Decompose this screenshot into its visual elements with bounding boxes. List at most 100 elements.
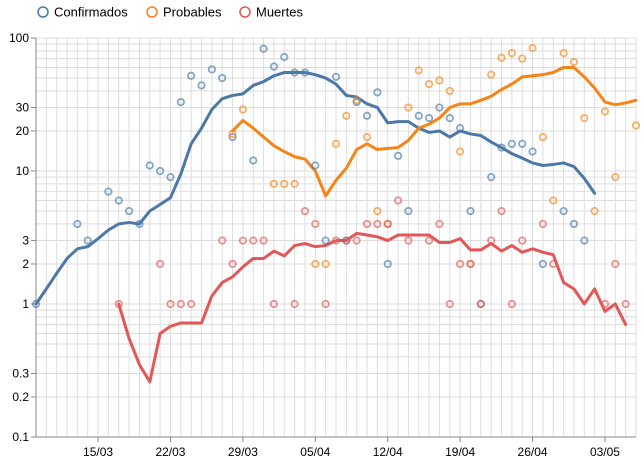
- data-point-confirmados: [125, 206, 134, 216]
- y-tick-label: 100: [9, 31, 29, 45]
- series-lines: [34, 66, 638, 384]
- data-point-confirmados: [559, 206, 568, 216]
- data-point-probables: [238, 105, 247, 114]
- data-point-probables: [487, 70, 496, 79]
- data-point-probables: [528, 43, 537, 53]
- legend-symbol-probables: [146, 6, 158, 18]
- axes: 0.1 0.2 0.3 1 2 3 10 20 30 100 15/03 22/03 29/03 05/0…: [9, 31, 636, 459]
- x-tick-label: 26/04: [518, 445, 548, 459]
- data-point-confirmados: [424, 113, 434, 123]
- data-point-muertes: [600, 299, 610, 309]
- data-point-confirmados: [435, 103, 444, 112]
- data-point-muertes: [445, 299, 454, 309]
- data-point-muertes: [611, 259, 620, 269]
- data-point-probables: [228, 129, 237, 139]
- data-point-probables: [331, 139, 341, 148]
- data-point-confirmados: [197, 81, 206, 90]
- data-point-confirmados: [218, 73, 227, 83]
- data-point-probables: [507, 48, 516, 58]
- data-point-muertes: [311, 219, 320, 229]
- data-point-muertes: [538, 219, 548, 229]
- series-line-confirmados: [34, 71, 597, 306]
- data-point-probables: [269, 179, 279, 188]
- data-point-muertes: [456, 259, 465, 269]
- legend-item-confirmados[interactable]: Confirmados: [37, 5, 128, 20]
- data-point-muertes: [362, 219, 372, 229]
- data-point-probables: [631, 121, 641, 130]
- data-point-confirmados: [135, 219, 144, 229]
- data-point-probables: [311, 259, 320, 269]
- y-tick-label: 0.2: [12, 390, 29, 404]
- legend-item-probables[interactable]: Probables: [146, 5, 222, 20]
- legend-symbol-muertes: [239, 6, 251, 18]
- data-point-muertes: [166, 299, 175, 309]
- data-point-muertes: [269, 299, 279, 309]
- data-point-probables: [518, 54, 527, 63]
- data-point-confirmados: [321, 236, 330, 245]
- data-point-probables: [414, 66, 423, 75]
- data-point-muertes: [549, 259, 558, 269]
- data-point-probables: [569, 57, 579, 67]
- data-point-muertes: [342, 236, 351, 245]
- data-point-probables: [456, 147, 465, 156]
- data-point-muertes: [518, 236, 527, 245]
- data-point-confirmados: [466, 206, 475, 216]
- y-tick-label: 30: [16, 101, 30, 115]
- data-point-confirmados: [83, 236, 92, 245]
- y-tick-label: 20: [16, 124, 30, 138]
- data-point-probables: [290, 179, 299, 188]
- data-point-confirmados: [414, 111, 423, 120]
- data-point-muertes: [176, 299, 185, 309]
- y-tick-label: 3: [22, 234, 29, 248]
- data-point-probables: [352, 96, 361, 105]
- legend-label-muertes: Muertes: [256, 5, 303, 20]
- data-point-confirmados: [373, 88, 382, 97]
- series-points: [31, 43, 641, 309]
- data-point-muertes: [497, 206, 506, 216]
- data-point-probables: [611, 172, 620, 182]
- x-tick-label: 05/04: [300, 445, 330, 459]
- y-tick-label: 0.3: [12, 367, 29, 381]
- data-point-probables: [424, 80, 434, 89]
- data-point-confirmados: [393, 151, 403, 160]
- y-tick-label: 2: [22, 257, 29, 271]
- x-tick-label: 15/03: [83, 445, 113, 459]
- legend-item-muertes[interactable]: Muertes: [239, 5, 303, 20]
- data-point-probables: [404, 103, 413, 112]
- data-point-confirmados: [114, 196, 123, 205]
- legend-label-probables: Probables: [163, 5, 222, 20]
- data-point-muertes: [187, 299, 196, 309]
- x-tick-label: 12/04: [373, 445, 403, 459]
- data-point-confirmados: [187, 71, 196, 80]
- data-point-muertes: [435, 219, 444, 229]
- y-tick-label: 0.1: [12, 430, 29, 444]
- data-point-muertes: [218, 236, 227, 245]
- data-point-confirmados: [538, 259, 548, 269]
- data-point-confirmados: [497, 143, 506, 152]
- data-point-probables: [497, 53, 506, 62]
- x-tick-label: 22/03: [155, 445, 185, 459]
- data-point-confirmados: [249, 156, 258, 165]
- data-point-muertes: [507, 299, 516, 309]
- data-point-muertes: [383, 219, 392, 229]
- data-point-muertes: [487, 236, 496, 245]
- data-point-probables: [549, 196, 558, 205]
- legend-label-confirmados: Confirmados: [54, 5, 128, 20]
- legend[interactable]: Confirmados Probables Muertes: [37, 5, 303, 20]
- data-point-confirmados: [145, 161, 154, 170]
- data-point-probables: [280, 179, 289, 188]
- data-point-probables: [362, 132, 372, 142]
- data-point-confirmados: [404, 206, 413, 216]
- data-point-confirmados: [507, 139, 516, 148]
- data-point-muertes: [476, 299, 485, 309]
- data-point-muertes: [352, 236, 361, 245]
- data-point-confirmados: [362, 111, 372, 120]
- data-point-muertes: [249, 236, 258, 245]
- data-point-probables: [342, 111, 351, 120]
- data-point-probables: [590, 206, 599, 216]
- data-point-muertes: [331, 236, 341, 245]
- data-point-muertes: [259, 236, 268, 245]
- y-tick-label: 1: [22, 297, 29, 311]
- data-point-muertes: [114, 299, 123, 309]
